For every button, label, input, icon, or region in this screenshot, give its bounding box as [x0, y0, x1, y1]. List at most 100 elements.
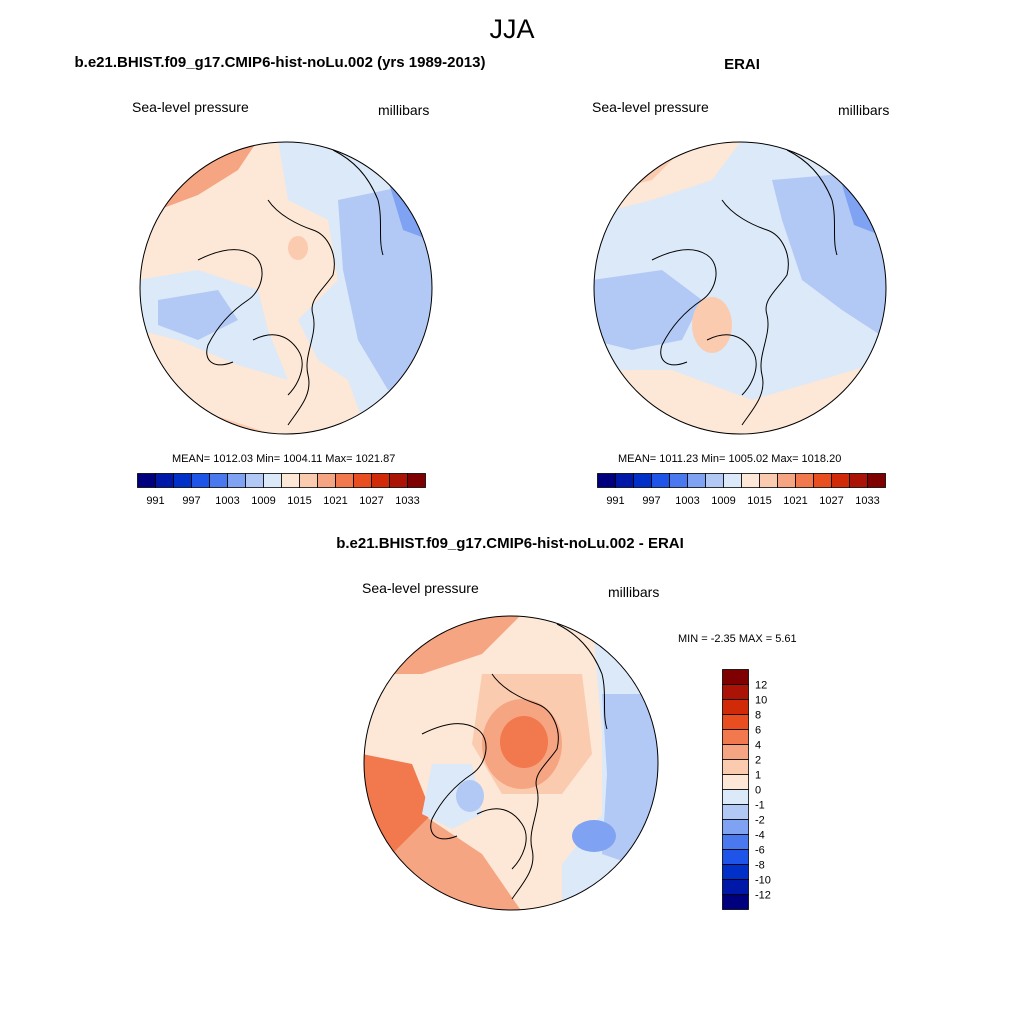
map-border [139, 141, 433, 435]
positive-anomaly-region [692, 297, 732, 353]
obs-colorbar-tick-label: 991 [606, 495, 624, 507]
model-stats-text: MEAN= 1012.03 Min= 1004.11 Max= 1021.87 [172, 453, 396, 465]
obs-colorbar-swatch [705, 473, 724, 488]
model-colorbar-swatch [299, 473, 318, 488]
model-colorbar-tick-label: 1021 [323, 495, 347, 507]
model-panel-title: b.e21.BHIST.f09_g17.CMIP6-hist-noLu.002 … [74, 54, 486, 71]
model-colorbar-swatch [209, 473, 228, 488]
model-colorbar-swatch [137, 473, 156, 488]
model-colorbar-swatch [353, 473, 372, 488]
obs-field-label: Sea-level pressure [592, 99, 709, 115]
diff-colorbar-tick-label: 8 [755, 710, 761, 722]
model-colorbar-swatch [191, 473, 210, 488]
obs-colorbar-tick-label: 1027 [819, 495, 843, 507]
diff-colorbar-swatch [722, 864, 749, 880]
model-colorbar-swatch [155, 473, 174, 488]
model-units-label: millibars [378, 102, 430, 118]
diff-colorbar-swatch [722, 744, 749, 760]
obs-units-label: millibars [838, 102, 890, 118]
diff-colorbar-swatch [722, 894, 749, 910]
diff-colorbar-tick-label: -12 [755, 890, 771, 902]
model-colorbar-tick-label: 1009 [251, 495, 275, 507]
model-colorbar-tick-label: 1003 [215, 495, 239, 507]
obs-colorbar-tick-label: 1021 [783, 495, 807, 507]
obs-colorbar-tick-label: 1009 [711, 495, 735, 507]
negative-anomaly-region [456, 780, 484, 812]
obs-colorbar-swatch [849, 473, 868, 488]
obs-colorbar-swatch [741, 473, 760, 488]
diff-units-label: millibars [608, 584, 660, 600]
diff-colorbar-tick-label: 10 [755, 695, 767, 707]
diff-colorbar-tick-label: -6 [755, 845, 765, 857]
diff-colorbar-swatch [722, 684, 749, 700]
model-colorbar-tick-label: 1027 [359, 495, 383, 507]
map-border [363, 615, 659, 911]
model-colorbar-tick-label: 1015 [287, 495, 311, 507]
coastlines [651, 149, 838, 426]
diff-colorbar-tick-label: 4 [755, 740, 761, 752]
diff-colorbar-swatch [722, 699, 749, 715]
diff-colorbar-tick-label: 1 [755, 770, 761, 782]
diff-stats-text: MIN = -2.35 MAX = 5.61 [678, 633, 797, 645]
figure-title: JJA [489, 14, 535, 44]
obs-colorbar-swatch [669, 473, 688, 488]
model-colorbar-swatch [227, 473, 246, 488]
model-colorbar-tick-label: 991 [146, 495, 164, 507]
model-colorbar-swatch [281, 473, 300, 488]
diff-colorbar-swatch [722, 789, 749, 805]
obs-colorbar-swatch [615, 473, 634, 488]
diff-colorbar-tick-label: -4 [755, 830, 765, 842]
diff-colorbar-swatch [722, 879, 749, 895]
coastlines [421, 623, 608, 900]
diff-colorbar-swatch [722, 669, 749, 685]
positive-anomaly-region [500, 716, 548, 768]
coastlines [197, 149, 384, 426]
obs-colorbar-swatch [795, 473, 814, 488]
model-colorbar-swatch [317, 473, 336, 488]
obs-colorbar-swatch [813, 473, 832, 488]
obs-colorbar-swatch [723, 473, 742, 488]
diff-polar-map [363, 615, 659, 911]
model-colorbar-swatch [263, 473, 282, 488]
diff-colorbar-tick-label: 0 [755, 785, 761, 797]
diff-colorbar-tick-label: -10 [755, 875, 771, 887]
model-colorbar: 991 997 1003 1009 1015 1021 1027 1033 [137, 473, 426, 507]
obs-colorbar-tick-label: 1003 [675, 495, 699, 507]
negative-anomaly-region [422, 764, 482, 829]
obs-colorbar-tick-label: 1015 [747, 495, 771, 507]
obs-panel-title: ERAI [724, 56, 760, 73]
negative-anomaly-region [572, 820, 616, 852]
obs-colorbar-swatch [831, 473, 850, 488]
obs-colorbar-swatch [633, 473, 652, 488]
diff-colorbar-tick-label: 12 [755, 680, 767, 692]
obs-colorbar-swatch [759, 473, 778, 488]
obs-colorbar-swatch [777, 473, 796, 488]
diff-colorbar-tick-label: -2 [755, 815, 765, 827]
diff-panel-title: b.e21.BHIST.f09_g17.CMIP6-hist-noLu.002 … [336, 535, 684, 552]
diff-field-label: Sea-level pressure [362, 580, 479, 596]
map-border [593, 141, 887, 435]
diff-colorbar-swatch [722, 714, 749, 730]
obs-colorbar-swatch [867, 473, 886, 488]
model-colorbar-swatch [245, 473, 264, 488]
diff-colorbar-swatch [722, 834, 749, 850]
obs-colorbar-tick-label: 1033 [855, 495, 879, 507]
diff-colorbar-swatch [722, 849, 749, 865]
negative-anomaly-region [602, 694, 658, 874]
diff-colorbar-tick-label: 2 [755, 755, 761, 767]
negative-anomaly-region [158, 290, 238, 340]
diff-colorbar-swatch [722, 729, 749, 745]
model-colorbar-tick-label: 1033 [395, 495, 419, 507]
diff-colorbar-tick-label: 6 [755, 725, 761, 737]
model-field-label: Sea-level pressure [132, 99, 249, 115]
diff-colorbar-swatch [722, 819, 749, 835]
model-colorbar-swatch [173, 473, 192, 488]
model-colorbar-tick-label: 997 [182, 495, 200, 507]
obs-colorbar-swatch [687, 473, 706, 488]
model-colorbar-swatch [335, 473, 354, 488]
positive-anomaly-region [288, 236, 308, 260]
obs-colorbar-swatch [597, 473, 616, 488]
model-polar-map [139, 141, 433, 435]
obs-colorbar-swatch [651, 473, 670, 488]
